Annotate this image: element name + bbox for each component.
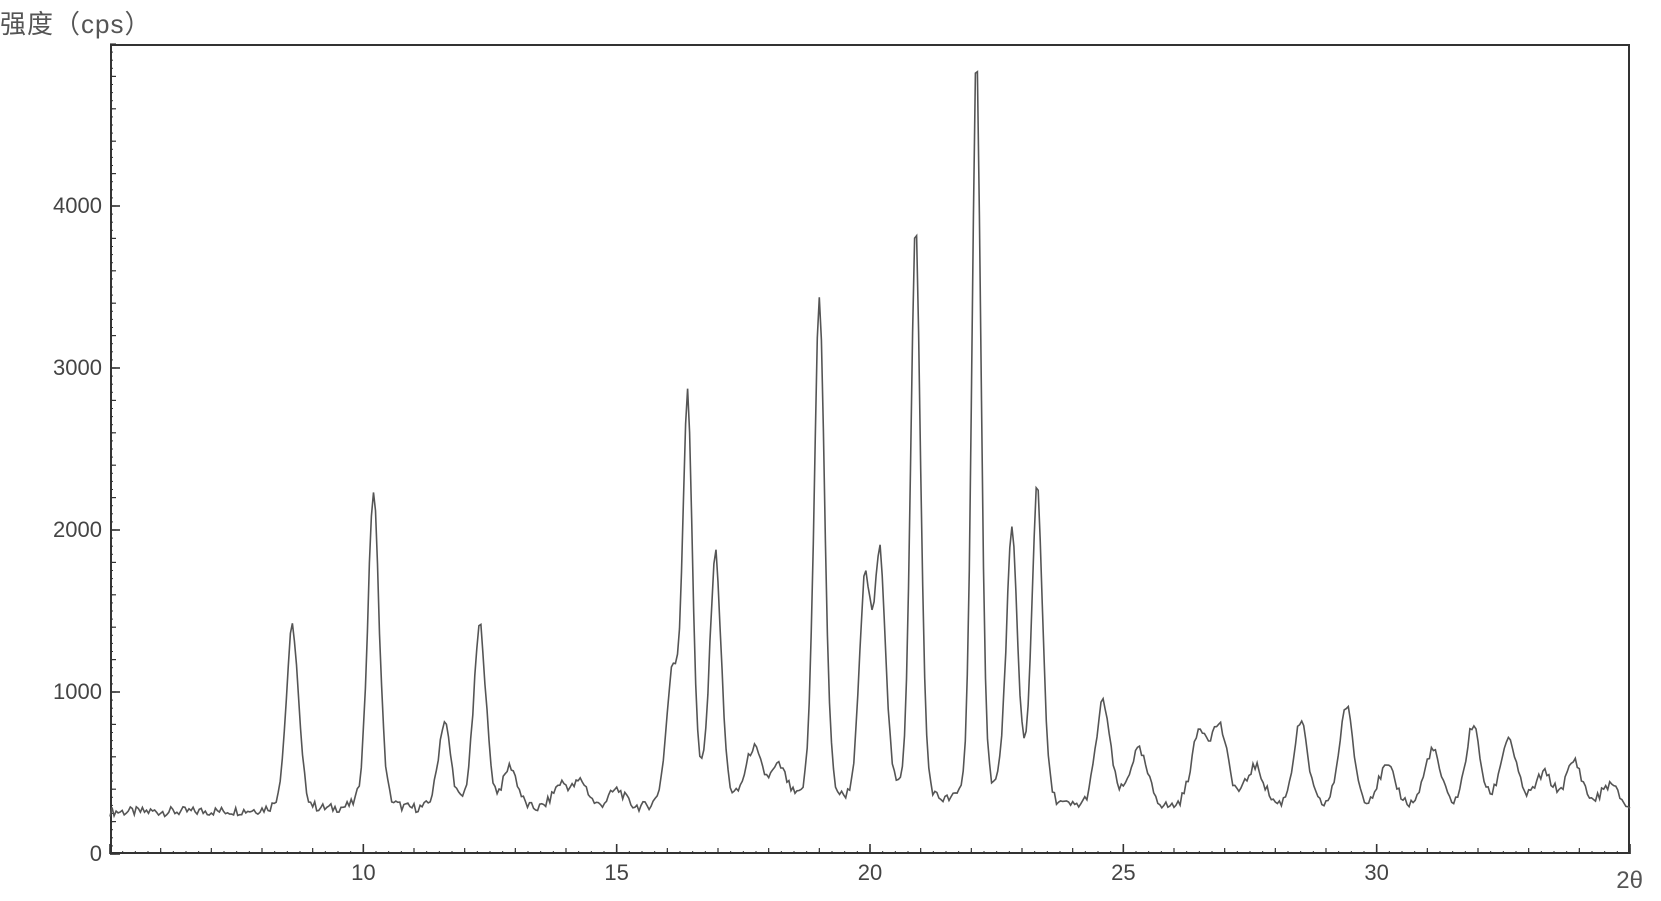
xrd-chart <box>110 44 1630 854</box>
y-tick-label: 3000 <box>53 355 110 381</box>
x-axis-title: 2θ <box>1616 867 1643 895</box>
x-tick-label: 15 <box>604 854 628 886</box>
y-tick-label: 0 <box>90 841 110 867</box>
x-tick-label: 10 <box>351 854 375 886</box>
x-tick-label: 20 <box>858 854 882 886</box>
plot-area: 010002000300040001015202530 <box>110 44 1630 854</box>
x-tick-label: 25 <box>1111 854 1135 886</box>
y-tick-label: 1000 <box>53 679 110 705</box>
y-axis-title: 强度（cps） <box>0 4 151 41</box>
y-tick-label: 2000 <box>53 517 110 543</box>
y-tick-label: 4000 <box>53 193 110 219</box>
x-tick-label: 30 <box>1364 854 1388 886</box>
